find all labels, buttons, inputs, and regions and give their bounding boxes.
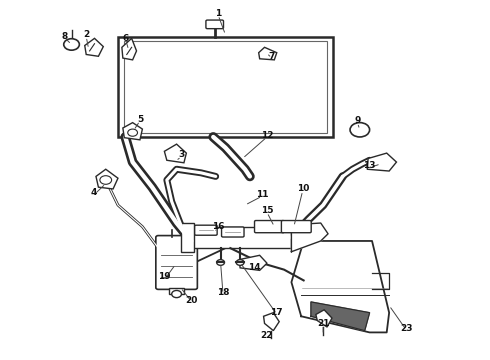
Polygon shape — [316, 310, 332, 327]
Text: 11: 11 — [256, 190, 269, 199]
Text: 23: 23 — [400, 324, 413, 333]
Polygon shape — [85, 39, 103, 56]
Polygon shape — [122, 39, 137, 60]
Text: 15: 15 — [261, 206, 273, 215]
FancyBboxPatch shape — [195, 225, 217, 235]
Text: 19: 19 — [158, 272, 171, 281]
Text: 9: 9 — [354, 116, 361, 125]
Text: 17: 17 — [270, 308, 283, 317]
Circle shape — [217, 260, 224, 265]
Polygon shape — [123, 123, 143, 140]
FancyBboxPatch shape — [156, 235, 197, 289]
Text: 16: 16 — [212, 222, 224, 231]
Text: 3: 3 — [178, 150, 185, 159]
Text: 10: 10 — [297, 184, 310, 193]
Text: 6: 6 — [122, 34, 128, 43]
Text: 21: 21 — [317, 319, 329, 328]
Polygon shape — [311, 302, 369, 330]
Bar — [118, 37, 333, 137]
Circle shape — [350, 123, 369, 137]
FancyBboxPatch shape — [281, 221, 311, 233]
Text: 20: 20 — [185, 296, 197, 305]
Polygon shape — [264, 313, 279, 330]
Bar — [181, 223, 194, 252]
Polygon shape — [367, 153, 396, 171]
Polygon shape — [239, 255, 267, 270]
Polygon shape — [292, 241, 389, 332]
Text: 18: 18 — [217, 288, 229, 297]
Bar — [169, 288, 184, 294]
FancyBboxPatch shape — [254, 221, 284, 233]
FancyBboxPatch shape — [206, 20, 223, 29]
Circle shape — [128, 129, 138, 136]
Text: 1: 1 — [215, 9, 221, 18]
FancyBboxPatch shape — [221, 227, 244, 237]
Text: 8: 8 — [61, 32, 67, 41]
Text: 7: 7 — [269, 52, 275, 61]
Polygon shape — [96, 169, 118, 189]
Bar — [191, 226, 292, 248]
Text: 4: 4 — [90, 188, 97, 197]
Circle shape — [236, 260, 244, 265]
Text: 13: 13 — [364, 161, 376, 170]
Polygon shape — [164, 144, 186, 163]
Text: 14: 14 — [248, 264, 261, 273]
Circle shape — [100, 176, 112, 184]
Text: 12: 12 — [261, 131, 273, 140]
Circle shape — [64, 39, 79, 50]
Text: 2: 2 — [83, 30, 89, 39]
Polygon shape — [259, 47, 277, 60]
Text: 22: 22 — [261, 332, 273, 341]
Circle shape — [172, 291, 181, 298]
Bar — [124, 41, 327, 133]
Polygon shape — [292, 223, 328, 252]
Text: 5: 5 — [137, 114, 143, 123]
